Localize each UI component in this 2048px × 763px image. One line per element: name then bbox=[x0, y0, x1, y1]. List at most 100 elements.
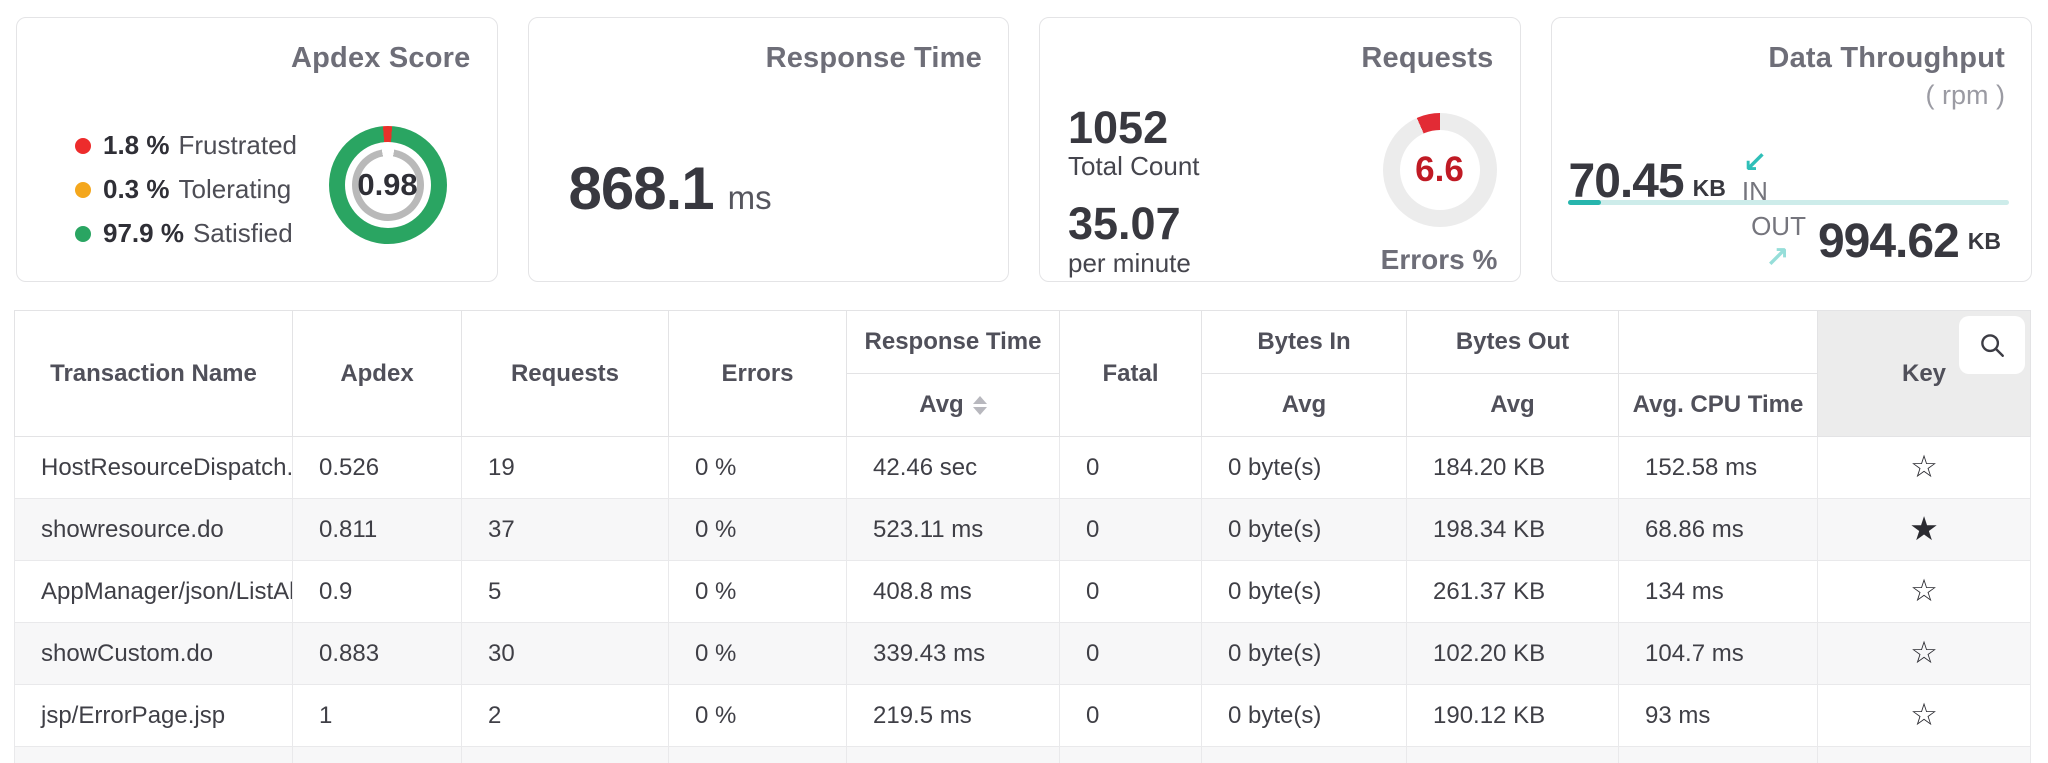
cell-apdex: 1 bbox=[292, 684, 462, 747]
cell-transaction-name: HostResourceDispatch.do bbox=[14, 436, 293, 499]
throughput-card-subtitle: ( rpm ) bbox=[1925, 80, 2005, 110]
tolerating-value: 0.3 % bbox=[103, 174, 170, 204]
frustrated-value: 1.8 % bbox=[103, 130, 170, 160]
cell-fatal: 0 bbox=[1059, 684, 1202, 747]
apdex-donut-inner-ring bbox=[351, 149, 424, 221]
cell-bytes-in: 0 byte(s) bbox=[1201, 560, 1407, 623]
cell-bytes-out: 184.20 KB bbox=[1406, 436, 1619, 499]
requests-card: Requests 1052 Total Count 35.07 per minu… bbox=[1039, 17, 1521, 282]
cell-bytes-out: 261.37 KB bbox=[1406, 560, 1619, 623]
arrow-up-right-icon: ↗ bbox=[1765, 239, 1790, 274]
response-time-unit: ms bbox=[727, 179, 772, 216]
cell-fatal: 0 bbox=[1059, 436, 1202, 499]
table-row-partial bbox=[14, 746, 2031, 763]
cell-errors: 0 % bbox=[668, 622, 847, 685]
apdex-legend: 1.8 % Frustrated 0.3 % Tolerating 97.9 %… bbox=[75, 130, 297, 262]
table-row[interactable]: showCustom.do 0.883 30 0 % 339.43 ms 0 0… bbox=[14, 622, 2031, 685]
cell-transaction-name: showCustom.do bbox=[14, 622, 293, 685]
response-avg-label: Avg bbox=[919, 391, 964, 418]
throughput-out-group: OUT ↗ 994.62 KB bbox=[1751, 212, 2001, 272]
cell-response-avg: 408.8 ms bbox=[846, 560, 1060, 623]
frustrated-dot-icon bbox=[75, 137, 91, 154]
subcol-header-avg-cpu-time: Avg. CPU Time bbox=[1618, 373, 1818, 437]
cell-key: ☆ bbox=[1817, 684, 2031, 747]
cell-avg-cpu-time: 68.86 ms bbox=[1618, 498, 1818, 561]
table-row[interactable]: AppManager/json/ListAlarms 0.9 5 0 % 408… bbox=[14, 560, 2031, 623]
cell-apdex: 0.811 bbox=[292, 498, 462, 561]
col-header-bytes-in: Bytes In bbox=[1201, 310, 1407, 374]
throughput-out-value: 994.62 bbox=[1817, 214, 1960, 268]
legend-item-tolerating: 0.3 % Tolerating bbox=[75, 174, 297, 205]
table-row[interactable]: jsp/ErrorPage.jsp 1 2 0 % 219.5 ms 0 0 b… bbox=[14, 684, 2031, 747]
cell-avg-cpu-time: 93 ms bbox=[1618, 684, 1818, 747]
subcol-header-bytes-out-avg: Avg bbox=[1406, 373, 1619, 437]
throughput-in-value: 70.45 bbox=[1568, 154, 1685, 208]
kpi-cards: Apdex Score 1.8 % Frustrated 0.3 % Toler… bbox=[0, 0, 2048, 282]
cell-response-avg: 42.46 sec bbox=[846, 436, 1060, 499]
search-button[interactable] bbox=[1959, 316, 2025, 374]
cell-bytes-in: 0 byte(s) bbox=[1201, 622, 1407, 685]
cell-bytes-in: 0 byte(s) bbox=[1201, 436, 1407, 499]
throughput-card-title: Data Throughput bbox=[1768, 42, 2005, 74]
cell-avg-cpu-time: 134 ms bbox=[1618, 560, 1818, 623]
star-icon[interactable]: ☆ bbox=[1910, 448, 1938, 485]
col-header-key: Key bbox=[1817, 310, 2031, 437]
cell-response-avg: 523.11 ms bbox=[846, 498, 1060, 561]
arrow-down-left-icon: ↙ bbox=[1742, 145, 1768, 179]
cell-transaction-name: jsp/ErrorPage.jsp bbox=[14, 684, 293, 747]
col-header-fatal: Fatal bbox=[1059, 310, 1202, 437]
throughput-in-direction: ↙ IN bbox=[1742, 148, 1768, 206]
col-header-response-time: Response Time bbox=[846, 310, 1060, 374]
tolerating-dot-icon bbox=[75, 181, 91, 198]
sort-icon[interactable] bbox=[972, 396, 987, 416]
cell-bytes-in: 0 byte(s) bbox=[1201, 498, 1407, 561]
requests-total-label: Total Count bbox=[1068, 151, 1200, 182]
requests-per-minute-label: per minute bbox=[1068, 247, 1191, 278]
response-time-card-title: Response Time bbox=[765, 42, 982, 74]
col-header-requests: Requests bbox=[461, 310, 669, 437]
star-icon[interactable]: ★ bbox=[1909, 509, 1939, 548]
subcol-header-bytes-in-avg: Avg bbox=[1201, 373, 1407, 437]
cell-avg-cpu-time: 152.58 ms bbox=[1618, 436, 1818, 499]
transactions-table: Transaction Name Apdex Requests Errors R… bbox=[14, 310, 2031, 763]
requests-card-title: Requests bbox=[1361, 42, 1494, 74]
errors-donut-chart: 6.6 bbox=[1382, 113, 1497, 227]
cell-requests: 37 bbox=[461, 498, 669, 561]
star-icon[interactable]: ☆ bbox=[1910, 572, 1938, 609]
table-row[interactable]: showresource.do 0.811 37 0 % 523.11 ms 0… bbox=[14, 498, 2031, 561]
satisfied-dot-icon bbox=[75, 225, 91, 242]
table-header: Transaction Name Apdex Requests Errors R… bbox=[14, 310, 2031, 437]
errors-percent-value: 6.6 bbox=[1415, 150, 1464, 189]
col-header-cpu-spacer bbox=[1618, 310, 1818, 374]
cell-errors: 0 % bbox=[668, 560, 847, 623]
cell-fatal: 0 bbox=[1059, 622, 1202, 685]
subcol-header-response-avg[interactable]: Avg bbox=[846, 373, 1060, 437]
cell-bytes-in: 0 byte(s) bbox=[1201, 684, 1407, 747]
apdex-donut-chart: 0.98 bbox=[328, 126, 447, 244]
errors-percent-label: Errors % bbox=[1380, 244, 1498, 275]
cell-key: ☆ bbox=[1817, 622, 2031, 685]
transactions-tbody: HostResourceDispatch.do 0.526 19 0 % 42.… bbox=[14, 436, 2031, 763]
cell-transaction-name: showresource.do bbox=[14, 498, 293, 561]
legend-item-frustrated: 1.8 % Frustrated bbox=[75, 130, 297, 161]
key-header-label: Key bbox=[1901, 359, 1947, 387]
cell-key: ☆ bbox=[1817, 560, 2031, 623]
response-time-value: 868.1 bbox=[568, 155, 715, 222]
table-row[interactable]: HostResourceDispatch.do 0.526 19 0 % 42.… bbox=[14, 436, 2031, 499]
cell-response-avg: 339.43 ms bbox=[846, 622, 1060, 685]
star-icon[interactable]: ☆ bbox=[1910, 696, 1938, 733]
cell-apdex: 0.9 bbox=[292, 560, 462, 623]
requests-counts: 1052 Total Count 35.07 per minute bbox=[1068, 104, 1200, 297]
cell-avg-cpu-time: 104.7 ms bbox=[1618, 622, 1818, 685]
tolerating-label: Tolerating bbox=[178, 174, 292, 204]
cell-key: ★ bbox=[1817, 498, 2031, 561]
cell-errors: 0 % bbox=[668, 684, 847, 747]
requests-per-minute: 35.07 bbox=[1068, 198, 1181, 250]
satisfied-value: 97.9 % bbox=[103, 218, 184, 248]
cell-key: ☆ bbox=[1817, 436, 2031, 499]
throughput-out-label: OUT bbox=[1751, 211, 1806, 241]
apdex-score-value: 0.98 bbox=[357, 167, 418, 202]
star-icon[interactable]: ☆ bbox=[1910, 634, 1938, 671]
cell-apdex: 0.883 bbox=[292, 622, 462, 685]
cell-fatal: 0 bbox=[1059, 560, 1202, 623]
